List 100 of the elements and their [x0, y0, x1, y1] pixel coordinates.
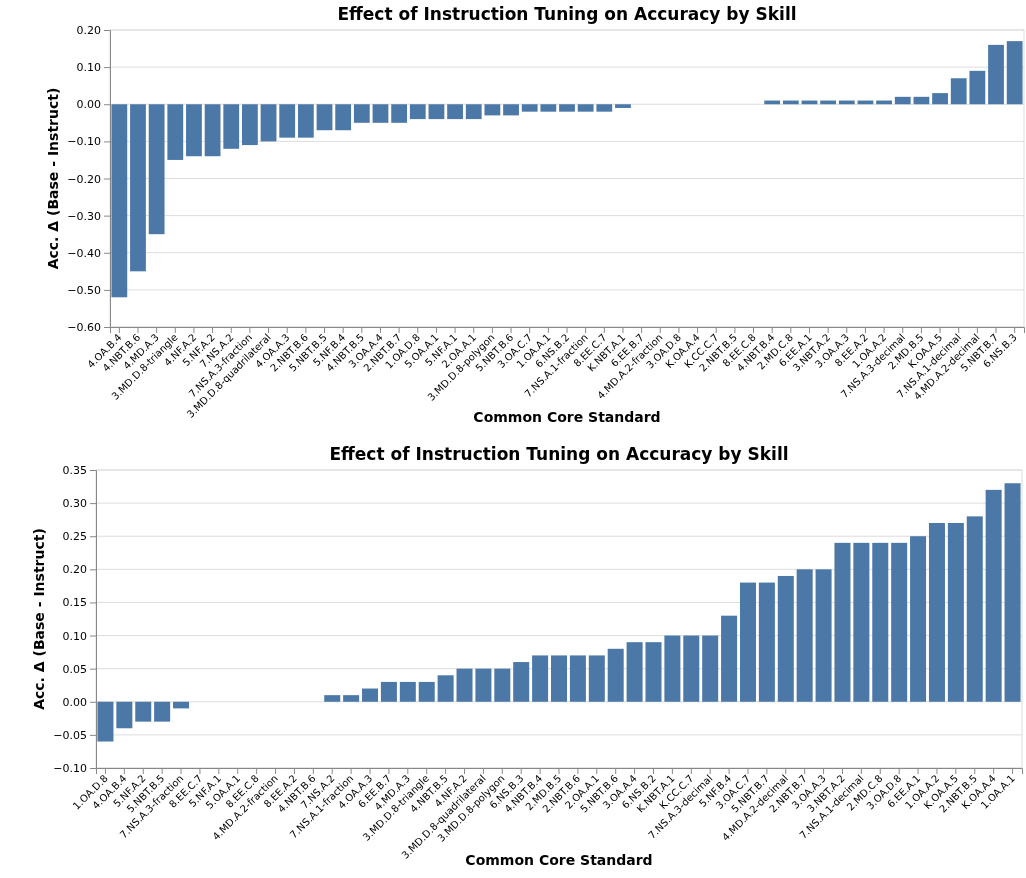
bar	[928, 522, 945, 702]
bar	[97, 701, 114, 742]
y-tick-label: −0.05	[53, 728, 87, 742]
bar	[626, 642, 643, 702]
bar	[894, 96, 911, 105]
y-tick-label: 0.20	[62, 563, 87, 577]
bar	[1004, 483, 1021, 702]
bar	[966, 516, 983, 702]
bar	[362, 688, 379, 702]
y-tick-label: −0.40	[67, 246, 101, 260]
bar	[135, 701, 152, 722]
bar	[297, 104, 314, 138]
y-tick-label: −0.10	[53, 762, 87, 776]
bar	[475, 668, 492, 702]
bar	[932, 93, 948, 105]
bar	[428, 104, 445, 120]
bar	[148, 104, 165, 235]
y-tick-label: 0.00	[76, 98, 101, 112]
bar	[588, 655, 605, 702]
bar	[380, 681, 397, 702]
bar	[891, 542, 908, 702]
bar	[279, 104, 296, 138]
bar	[372, 104, 389, 123]
bar	[559, 104, 575, 112]
y-tick-label: 0.30	[62, 497, 87, 511]
y-axis-title: Acc. Δ (Base - Instruct)	[31, 528, 47, 710]
bar	[596, 104, 613, 112]
bar	[910, 536, 927, 702]
bar	[418, 681, 435, 702]
bar	[186, 104, 202, 157]
bar	[853, 542, 870, 702]
bar	[796, 569, 813, 702]
bar	[615, 104, 631, 108]
bar	[540, 104, 557, 112]
bar	[130, 104, 146, 272]
bar	[465, 104, 482, 120]
bar	[721, 615, 738, 702]
y-tick-label: −0.20	[67, 172, 101, 186]
bar	[551, 655, 567, 702]
bar	[111, 104, 128, 298]
bar	[683, 635, 700, 702]
y-tick-label: 0.15	[62, 596, 87, 610]
x-axis-title: Common Core Standard	[473, 409, 661, 425]
y-tick-label: 0.00	[62, 695, 87, 709]
bar	[758, 582, 775, 702]
y-tick-label: 0.10	[76, 61, 101, 75]
y-tick-label: −0.30	[67, 209, 101, 223]
bar	[503, 104, 519, 116]
bar	[447, 104, 463, 120]
bar	[399, 681, 416, 702]
y-tick-label: 0.35	[62, 464, 87, 478]
bar	[739, 582, 756, 702]
bar	[343, 695, 360, 702]
bar	[513, 662, 530, 702]
bar	[913, 96, 930, 105]
bar	[154, 701, 171, 722]
bar	[577, 104, 594, 112]
y-tick-label: −0.10	[67, 135, 101, 149]
bar	[204, 104, 221, 157]
bar	[173, 701, 190, 709]
bar	[607, 648, 624, 702]
bar	[353, 104, 370, 123]
y-tick-label: 0.25	[62, 530, 87, 544]
bar	[260, 104, 277, 142]
bar	[947, 522, 964, 702]
bar	[569, 655, 586, 702]
y-tick-label: −0.60	[67, 321, 101, 335]
bar	[167, 104, 184, 160]
y-tick-label: 0.10	[62, 629, 87, 643]
bar	[872, 542, 889, 702]
bar	[985, 489, 1002, 702]
bar	[664, 635, 681, 702]
bar	[834, 542, 851, 702]
bar	[456, 668, 473, 702]
bar	[316, 104, 333, 131]
bar	[521, 104, 538, 112]
bar	[409, 104, 426, 120]
bar	[324, 695, 341, 702]
y-axis-title: Acc. Δ (Base - Instruct)	[45, 87, 61, 270]
bar	[116, 701, 133, 729]
y-tick-label: −0.50	[67, 283, 101, 297]
bar	[777, 575, 794, 702]
bar	[223, 104, 240, 149]
bar	[494, 668, 511, 702]
chart-title: Effect of Instruction Tuning on Accuracy by Skill	[337, 4, 797, 24]
bar	[645, 642, 662, 702]
bar	[532, 655, 549, 702]
bar	[391, 104, 408, 123]
bar	[988, 44, 1004, 105]
bar	[702, 635, 719, 702]
bar	[335, 104, 352, 131]
bar	[242, 104, 258, 146]
chart-title: Effect of Instruction Tuning on Accuracy by Skill	[329, 444, 789, 464]
y-tick-label: 0.05	[62, 662, 87, 676]
bar	[437, 675, 454, 702]
bar	[484, 104, 501, 116]
bar	[815, 569, 832, 702]
y-tick-label: 0.20	[76, 24, 101, 38]
bar	[969, 70, 986, 105]
bar	[950, 78, 967, 105]
